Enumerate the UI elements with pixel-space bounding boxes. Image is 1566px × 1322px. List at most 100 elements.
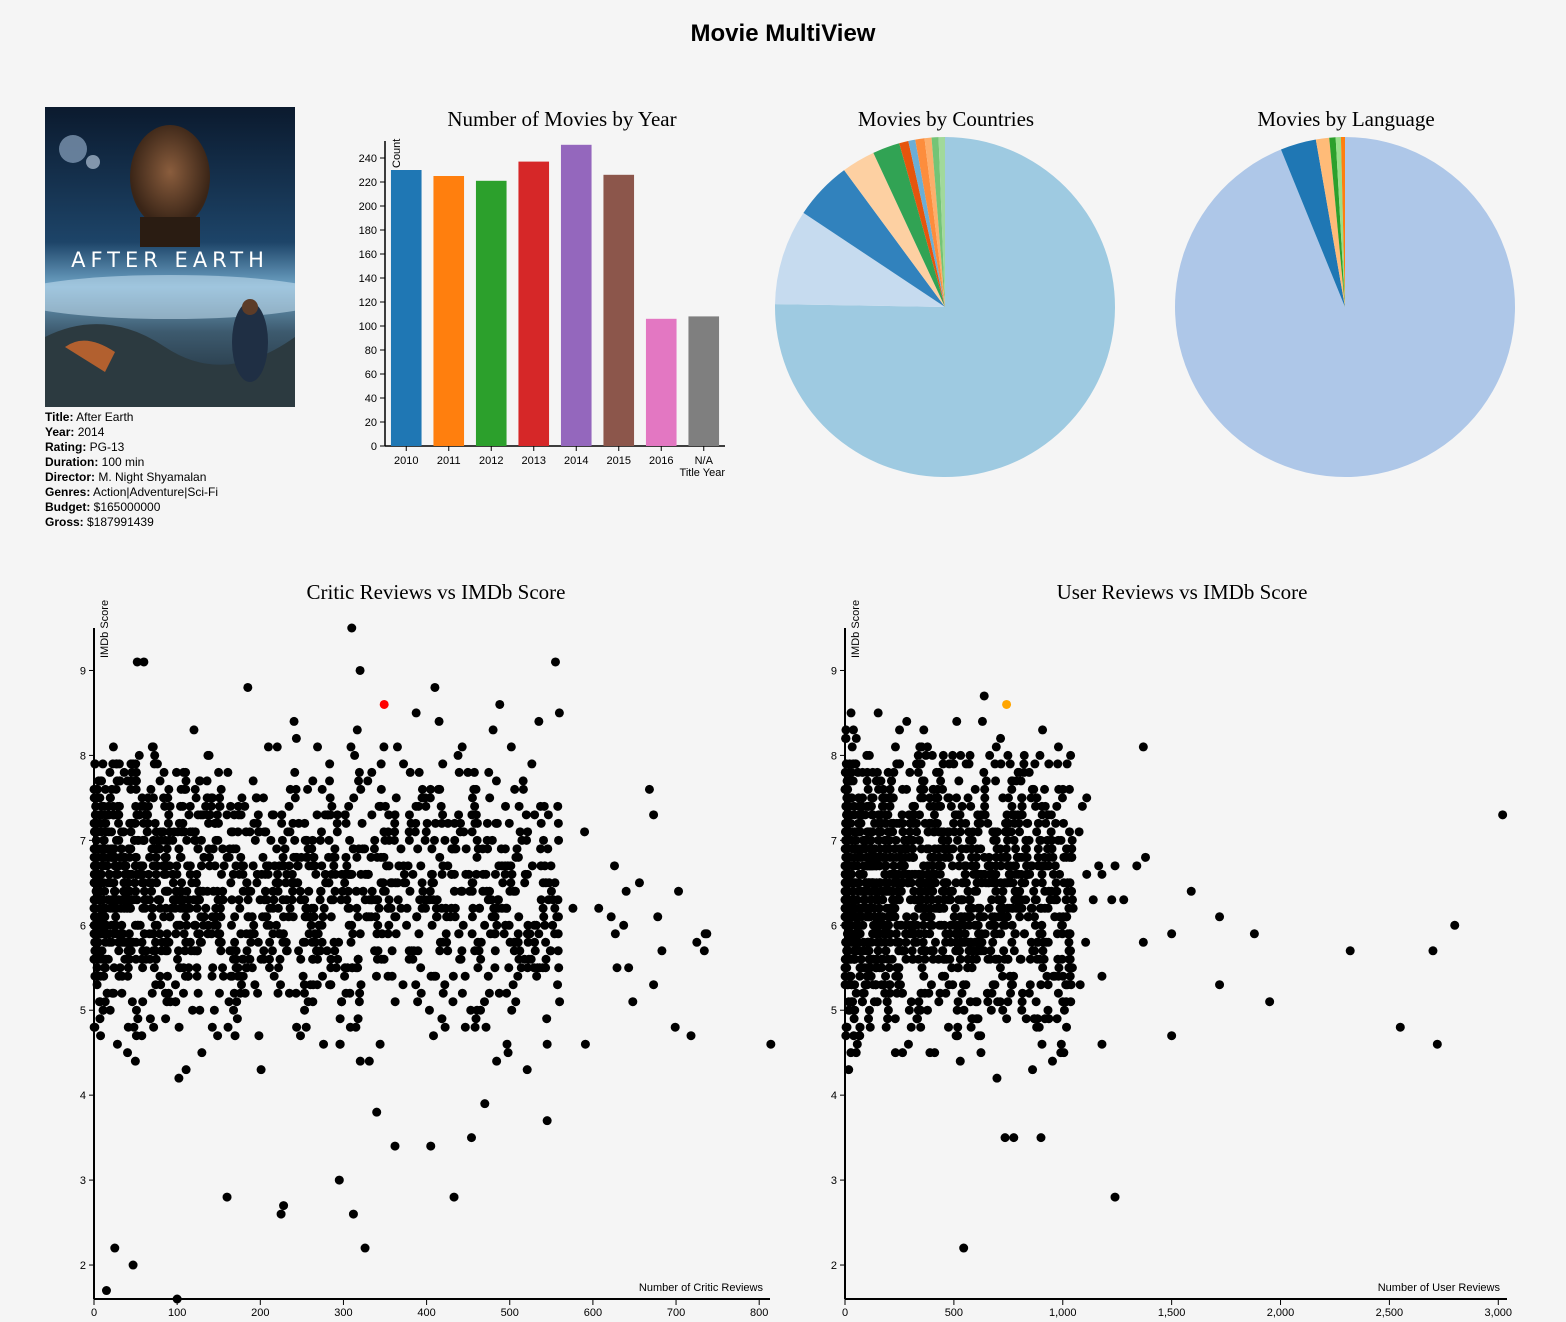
critic-point (372, 895, 382, 905)
critic-point (467, 886, 477, 896)
critic-point (175, 920, 185, 930)
user-point (987, 895, 997, 905)
user-point (958, 980, 968, 990)
critic-point (500, 801, 510, 811)
user-point (1017, 903, 1027, 913)
countries-slice (844, 152, 945, 307)
critic-point (294, 946, 304, 956)
critic-point (341, 852, 351, 862)
user-point (1002, 912, 1012, 922)
user-point (1077, 801, 1087, 811)
critic-point (352, 903, 362, 913)
critic-point (536, 844, 546, 854)
critic-point (527, 759, 537, 769)
critic-point (467, 810, 477, 820)
critic-point (164, 835, 174, 845)
critic-point (366, 852, 376, 862)
critic-point (417, 878, 427, 888)
user-point (960, 869, 970, 879)
user-point (872, 767, 882, 777)
user-point (1010, 895, 1020, 905)
critic-point (119, 767, 129, 777)
critic-point (541, 954, 551, 964)
critic-point (90, 759, 100, 769)
user-point (935, 801, 945, 811)
critic-point (150, 920, 160, 930)
user-point (1186, 886, 1196, 896)
movie-info-label: Rating: (45, 440, 87, 454)
user-point (1065, 929, 1075, 939)
critic-point (531, 920, 541, 930)
critic-point (184, 810, 194, 820)
user-point (1345, 946, 1355, 956)
user-point (901, 937, 911, 947)
user-point (1048, 869, 1058, 879)
critic-point (523, 827, 533, 837)
critic-point (93, 937, 103, 947)
critic-point (229, 810, 239, 820)
critic-point (218, 844, 228, 854)
critic-point (285, 784, 295, 794)
critic-point (553, 818, 563, 828)
critic-point (390, 997, 400, 1007)
critic-point (523, 963, 533, 973)
critic-point (542, 1039, 552, 1049)
critic-point (196, 912, 206, 922)
critic-point (218, 886, 228, 896)
critic-point (510, 784, 520, 794)
critic-point (108, 742, 118, 752)
countries-slice (775, 212, 945, 307)
critic-point (413, 844, 423, 854)
user-point (894, 980, 904, 990)
critic-point (190, 920, 200, 930)
critic-point (482, 886, 492, 896)
scatter-critic-title: Critic Reviews vs IMDb Score (307, 580, 566, 604)
user-point (884, 963, 894, 973)
user-point (883, 1014, 893, 1024)
critic-point (163, 818, 173, 828)
critic-point (346, 742, 356, 752)
critic-point (553, 980, 563, 990)
critic-point (304, 886, 314, 896)
user-point (951, 810, 961, 820)
user-point (991, 742, 1001, 752)
critic-point (514, 912, 524, 922)
critic-point (269, 971, 279, 981)
critic-point (258, 912, 268, 922)
user-point (953, 963, 963, 973)
user-point (1046, 835, 1056, 845)
critic-point (390, 912, 400, 922)
user-point (1062, 1022, 1072, 1032)
user-point (914, 997, 924, 1007)
critic-point (259, 946, 269, 956)
bar-y-tick-label: 80 (365, 345, 377, 357)
critic-point (227, 895, 237, 905)
bar-x-tick-label: 2011 (437, 455, 461, 467)
user-point (1003, 997, 1013, 1007)
user-point (848, 997, 858, 1007)
critic-point (285, 903, 295, 913)
critic-point (182, 903, 192, 913)
critic-point (379, 886, 389, 896)
critic-point (328, 895, 338, 905)
critic-point (347, 623, 357, 633)
user-point (1035, 835, 1045, 845)
critic-point (433, 784, 443, 794)
critic-point (196, 861, 206, 871)
user-point (923, 827, 933, 837)
critic-point (155, 895, 165, 905)
critic-point (612, 963, 622, 973)
critic-point (218, 971, 228, 981)
critic-point (299, 980, 309, 990)
critic-point (450, 912, 460, 922)
user-point (1047, 1056, 1057, 1066)
user-point (867, 810, 877, 820)
critic-point (160, 801, 170, 811)
critic-point (340, 878, 350, 888)
critic-point (443, 818, 453, 828)
user-point (934, 827, 944, 837)
critic-point (506, 742, 516, 752)
user-point (944, 980, 954, 990)
critic-point (277, 835, 287, 845)
critic-point (99, 818, 109, 828)
